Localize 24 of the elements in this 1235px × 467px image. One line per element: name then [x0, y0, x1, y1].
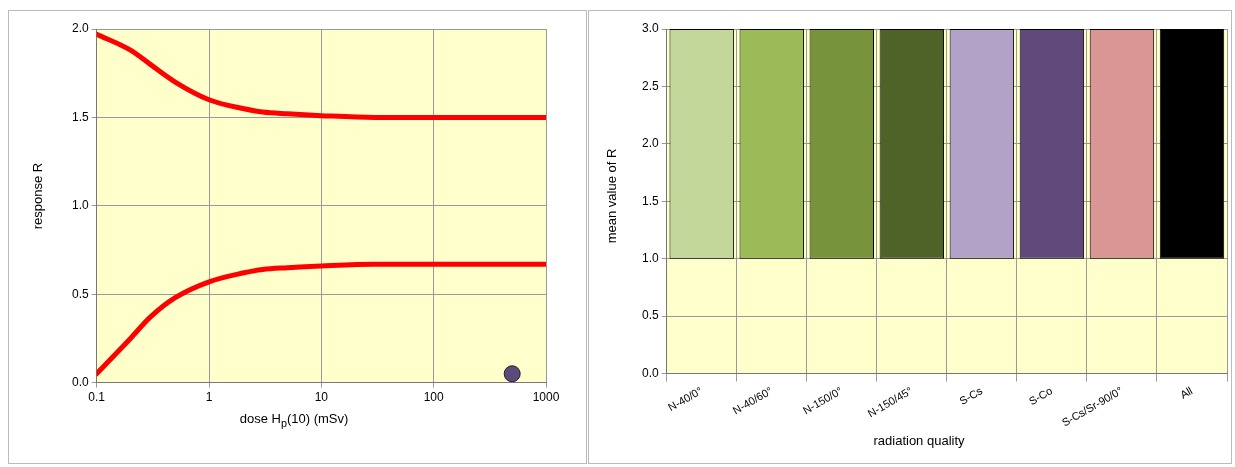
- y-tick-label: 0.0: [641, 365, 659, 380]
- y-tick-label: 1.0: [71, 198, 89, 213]
- x-tick-label: All: [1177, 384, 1195, 401]
- y-tick-label: 1.5: [71, 109, 89, 124]
- y-axis-title: mean value of R: [603, 148, 619, 244]
- x-tick-label: 0.1: [88, 390, 106, 405]
- x-tick-label: S-Cs: [957, 384, 985, 407]
- y-tick-label: 3.0: [641, 21, 659, 36]
- y-tick-label: 1.0: [641, 251, 659, 266]
- x-tick-label: 1: [205, 390, 213, 405]
- y-tick-label: 1.5: [641, 193, 659, 208]
- y-tick-label: 0.5: [641, 308, 659, 323]
- y-tick-label: 2.5: [641, 78, 659, 93]
- y-axis-title: response R: [29, 162, 45, 230]
- y-tick-label: 2.0: [71, 21, 89, 36]
- y-tick-label: 2.0: [641, 136, 659, 151]
- x-tick-label: 100: [423, 390, 444, 405]
- x-axis-title: radiation quality: [873, 433, 965, 448]
- x-axis-title: dose H$_{p}$(10) (mSv): [239, 411, 349, 429]
- y-tick-label: 0.5: [71, 286, 89, 301]
- x-tick-label: 10: [314, 390, 329, 405]
- x-tick-label: S-Co: [1026, 384, 1055, 408]
- x-tick-label: 1000: [532, 390, 560, 405]
- y-tick-label: 0.0: [71, 374, 89, 389]
